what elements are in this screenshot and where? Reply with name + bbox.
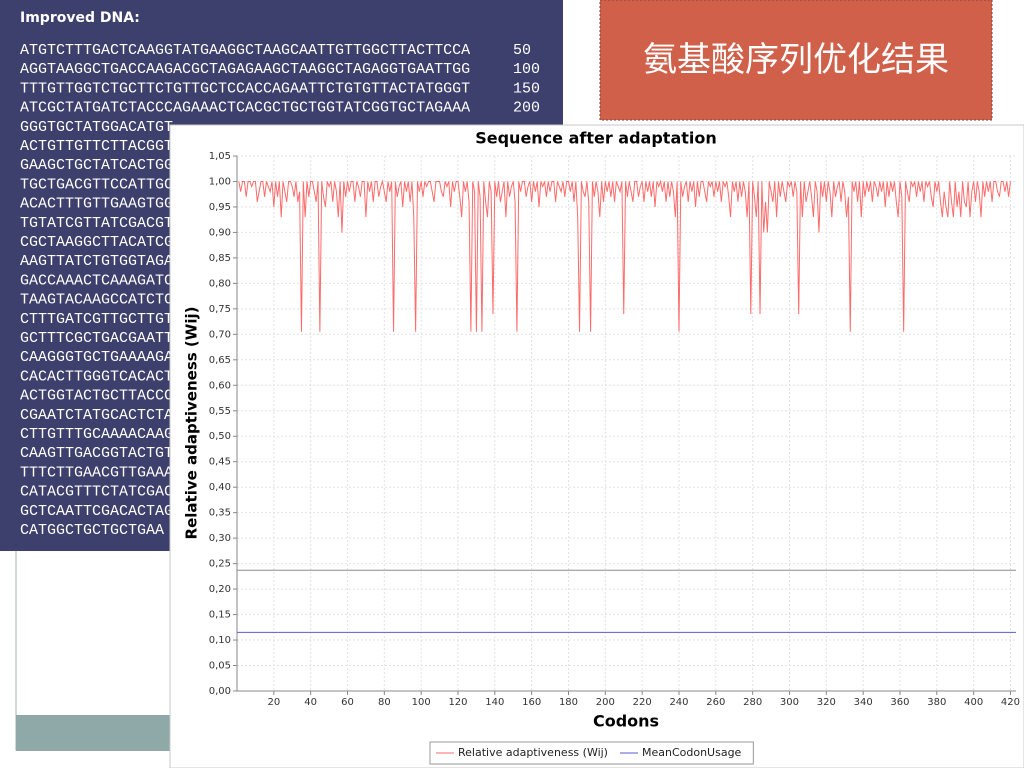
x-tick-label: 160 xyxy=(522,697,541,708)
dna-sequence: AGGTAAGGCTGACCAAGACGCTAGAGAAGCTAAGGCTAGA… xyxy=(20,61,470,78)
y-tick-label: 0,45 xyxy=(209,457,231,468)
legend-label: Relative adaptiveness (Wij) xyxy=(458,746,608,759)
dna-sequence: TTTCTTGAACGTTGAAA xyxy=(20,464,173,481)
dna-sequence: GAAGCTGCTATCACTGG xyxy=(20,157,173,174)
dna-count: 50 xyxy=(513,42,531,59)
dna-sequence: CACACTTGGGTCACACT xyxy=(20,368,173,385)
y-tick-label: 0,35 xyxy=(209,508,231,519)
x-tick-label: 420 xyxy=(1001,697,1020,708)
plot-area xyxy=(237,156,1016,691)
dna-sequence: CGAATCTATGCACTCTA xyxy=(20,407,173,424)
y-tick-label: 0,30 xyxy=(209,533,231,544)
dna-sequence: GCTTTCGCTGACGAATT xyxy=(20,330,173,347)
x-tick-label: 40 xyxy=(304,697,317,708)
banner: 氨基酸序列优化结果 xyxy=(599,0,993,121)
x-tick-label: 380 xyxy=(927,697,946,708)
legend: Relative adaptiveness (Wij) MeanCodonUsag… xyxy=(429,741,754,765)
dna-sequence: CGCTAAGGCTTACATCG xyxy=(20,234,173,251)
dna-sequence: ATGTCTTTGACTCAAGGTATGAAGGCTAAGCAATTGTTGG… xyxy=(20,42,470,59)
y-tick-label: 0,25 xyxy=(209,559,231,570)
panel-title: Improved DNA: xyxy=(20,10,140,26)
x-tick-label: 200 xyxy=(596,697,615,708)
banner-box xyxy=(599,0,993,121)
y-tick-label: 0,70 xyxy=(209,329,231,340)
x-tick-label: 360 xyxy=(890,697,909,708)
y-tick-label: 0,15 xyxy=(209,610,231,621)
y-tick-label: 0,85 xyxy=(209,253,231,264)
y-tick-label: 0,75 xyxy=(209,304,231,315)
x-tick-label: 60 xyxy=(341,697,354,708)
y-tick-label: 0,05 xyxy=(209,661,231,672)
x-tick-label: 340 xyxy=(854,697,873,708)
x-tick-label: 120 xyxy=(448,697,467,708)
y-tick-label: 0,20 xyxy=(209,584,231,595)
x-tick-label: 260 xyxy=(706,697,725,708)
chart-window: Sequence after adaptation Relative adapt… xyxy=(169,124,1024,768)
x-tick-label: 220 xyxy=(633,697,652,708)
dna-sequence: AAGTTATCTGTGGTAGA xyxy=(20,253,173,270)
y-tick-label: 0,65 xyxy=(209,355,231,366)
dna-sequence: ACTGTTGTTCTTACGGT xyxy=(20,138,173,155)
legend-label: MeanCodonUsage xyxy=(642,746,742,759)
dna-sequence: CAAGGGTGCTGAAAAGA xyxy=(20,349,173,366)
x-tick-label: 280 xyxy=(743,697,762,708)
dna-sequence: CATGGCTGCTGCTGAA xyxy=(20,522,164,539)
dna-sequence: TAAGTACAAGCCATCTC xyxy=(20,292,173,309)
y-axis-label: Relative adaptiveness (Wij) xyxy=(183,307,201,540)
y-tick-label: 0,50 xyxy=(209,431,231,442)
x-tick-label: 240 xyxy=(669,697,688,708)
chart-title: Sequence after adaptation xyxy=(475,129,717,148)
y-tick-label: 0,90 xyxy=(209,227,231,238)
x-tick-label: 300 xyxy=(780,697,799,708)
dna-count: 150 xyxy=(513,80,540,97)
x-tick-label: 320 xyxy=(817,697,836,708)
y-tick-label: 1,05 xyxy=(209,151,231,162)
dna-sequence: GACCAAACTCAAAGATC xyxy=(20,272,173,289)
dna-sequence: TGCTGACGTTCCATTGC xyxy=(20,176,173,193)
data-line xyxy=(238,179,1011,332)
slide-footer-bar xyxy=(16,715,176,751)
x-tick-label: 100 xyxy=(412,697,431,708)
dna-sequence: TTTGTTGGTCTGCTTCTGTTGCTCCACCAGAATTCTGTGT… xyxy=(20,80,470,97)
dna-sequence: TGTATCGTTATCGACGT xyxy=(20,215,173,232)
dna-sequence: GCTCAATTCGACACTAG xyxy=(20,503,173,520)
dna-sequence: CAAGTTGACGGTACTGT xyxy=(20,445,173,462)
dna-sequence: ATCGCTATGATCTACCCAGAAACTCACGCTGCTGGTATCG… xyxy=(20,100,470,117)
dna-sequence: CATACGTTTCTATCGAC xyxy=(20,484,173,501)
dna-sequence: CTTTGATCGTTGCTTGT xyxy=(20,311,173,328)
dna-sequence: ACTGGTACTGCTTACCC xyxy=(20,388,173,405)
dna-sequence: ACACTTTGTTGAAGTGG xyxy=(20,196,173,213)
x-axis-label: Codons xyxy=(593,712,659,731)
banner-title: 氨基酸序列优化结果 xyxy=(643,40,949,80)
x-tick-label: 400 xyxy=(964,697,983,708)
x-tick-label: 20 xyxy=(267,697,280,708)
y-tick-label: 0,95 xyxy=(209,202,231,213)
dna-sequence: GGGTGCTATGGACATGT xyxy=(20,119,173,136)
dna-sequence: CTTGTTTGCAAAACAAG xyxy=(20,426,173,443)
y-tick-label: 0,40 xyxy=(209,482,231,493)
y-tick-label: 0,80 xyxy=(209,278,231,289)
legend-box xyxy=(429,741,754,765)
y-tick-label: 0,10 xyxy=(209,635,231,646)
y-tick-label: 0,60 xyxy=(209,380,231,391)
x-tick-label: 140 xyxy=(485,697,504,708)
y-tick-label: 1,00 xyxy=(209,176,231,187)
y-tick-label: 0,55 xyxy=(209,406,231,417)
y-tick-label: 0,00 xyxy=(209,686,231,697)
dna-count: 200 xyxy=(513,100,540,117)
x-tick-label: 80 xyxy=(378,697,391,708)
dna-count: 100 xyxy=(513,61,540,78)
x-tick-label: 180 xyxy=(559,697,578,708)
